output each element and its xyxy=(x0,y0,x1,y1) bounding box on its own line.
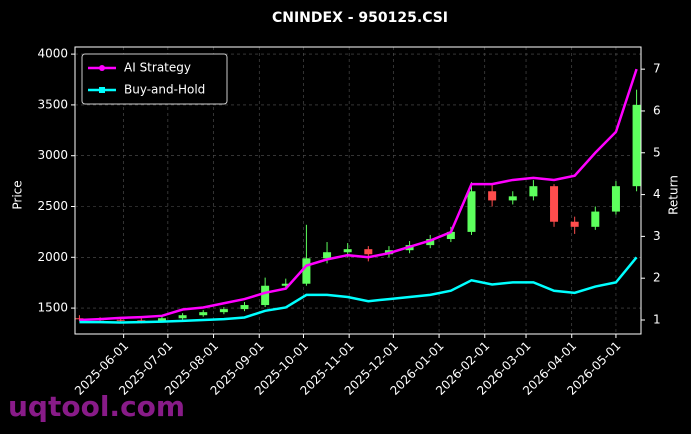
legend-marker xyxy=(99,87,105,93)
watermark: uqtool.com xyxy=(8,390,185,423)
candle-body xyxy=(508,196,517,201)
plot-frame xyxy=(74,46,642,335)
series-line xyxy=(79,68,638,322)
series-line xyxy=(79,256,638,324)
candle-body xyxy=(261,285,270,306)
candle-body xyxy=(302,258,311,284)
chart-title: CNINDEX - 950125.CSI xyxy=(272,10,448,26)
y2-tick-label: 6 xyxy=(653,103,661,117)
y-tick-label: 4000 xyxy=(37,47,68,61)
candle-body xyxy=(611,186,620,212)
candle-body xyxy=(364,249,373,255)
candle-body xyxy=(529,186,538,197)
y2-tick-label: 5 xyxy=(653,145,661,159)
legend-label: Buy-and-Hold xyxy=(124,83,205,97)
candle-body xyxy=(240,305,249,310)
y2-tick-label: 7 xyxy=(653,62,661,76)
candle-body xyxy=(199,312,208,316)
y-tick-label: 1500 xyxy=(37,301,68,315)
candle-body xyxy=(550,186,559,222)
candle-body xyxy=(116,319,125,321)
y2-tick-label: 4 xyxy=(653,187,661,201)
candle-body xyxy=(591,211,600,227)
candle-body xyxy=(281,283,290,286)
y-tick-label: 2500 xyxy=(37,199,68,213)
candle-body xyxy=(632,104,641,187)
candle-body xyxy=(426,239,435,246)
candle-body xyxy=(343,249,352,253)
legend-label: AI Strategy xyxy=(124,61,191,75)
candle-body xyxy=(157,318,166,321)
candle-body xyxy=(488,191,497,201)
candle-body xyxy=(467,191,476,232)
y-tick-label: 3500 xyxy=(37,97,68,111)
legend-marker xyxy=(99,65,105,71)
y-tick-label: 2000 xyxy=(37,250,68,264)
y2-tick-label: 2 xyxy=(653,271,661,285)
y2-axis-label: Return xyxy=(667,175,681,215)
y-axis-label: Price xyxy=(11,180,25,209)
y-tick-label: 3000 xyxy=(37,148,68,162)
candle-body xyxy=(323,252,332,259)
legend-box xyxy=(81,53,228,105)
candle-body xyxy=(570,221,579,227)
legend: AI Strategy Buy-and-Hold xyxy=(81,53,228,105)
candle-body xyxy=(178,315,187,319)
y2-tick-label: 1 xyxy=(653,312,661,326)
y2-tick-label: 3 xyxy=(653,229,661,243)
candle-body xyxy=(446,231,455,240)
candle-body xyxy=(219,309,228,313)
candle-body xyxy=(137,320,146,322)
